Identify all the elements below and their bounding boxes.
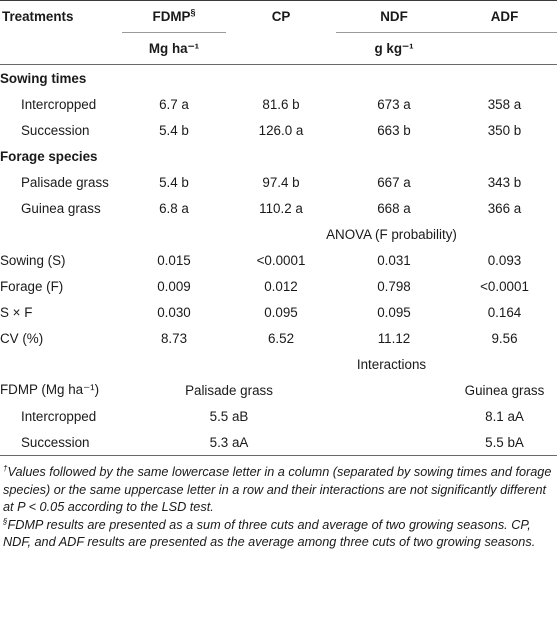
unit-fdmp: Mg ha⁻¹ bbox=[122, 32, 226, 65]
table-row: Intercropped 5.5 aB 8.1 aA bbox=[0, 403, 557, 429]
anova-title: ANOVA (F probability) bbox=[326, 226, 457, 242]
row-label: Succession bbox=[0, 429, 122, 456]
cell-fdmp: 6.7 a bbox=[159, 96, 189, 112]
row-label: CV (%) bbox=[0, 330, 44, 346]
cell-fdmp: 8.73 bbox=[160, 330, 188, 346]
table-row: S × F 0.030 0.095 0.095 0.164 bbox=[0, 299, 557, 325]
header-fdmp: FDMP§ bbox=[122, 0, 226, 33]
cell-ndf: 0.798 bbox=[377, 278, 411, 294]
row-label: Intercropped bbox=[21, 96, 97, 112]
footnotes: †Values followed by the same lowercase l… bbox=[0, 456, 557, 552]
interactions-label: FDMP (Mg ha⁻¹) bbox=[0, 382, 100, 397]
section-forage-species: Forage species bbox=[0, 148, 98, 164]
table-row: CV (%) 8.73 6.52 11.12 9.56 bbox=[0, 325, 557, 351]
cell-ndf: 668 a bbox=[377, 200, 411, 216]
table-row: Sowing (S) 0.015 <0.0001 0.031 0.093 bbox=[0, 247, 557, 273]
header-row: Treatments FDMP§ CP NDF ADF bbox=[0, 0, 557, 33]
section-row: Forage species bbox=[0, 143, 557, 169]
cell-cp: 6.52 bbox=[267, 330, 295, 346]
section-footnote-mark: § bbox=[190, 7, 196, 18]
cell-guinea: 8.1 aA bbox=[485, 408, 524, 424]
cell-adf: 350 b bbox=[487, 122, 522, 138]
table-row: Palisade grass 5.4 b 97.4 b 667 a 343 b bbox=[0, 169, 557, 195]
cell-fdmp: 5.4 b bbox=[159, 122, 189, 138]
cell-guinea: 5.5 bA bbox=[452, 429, 557, 456]
cell-adf: 0.093 bbox=[487, 252, 522, 268]
row-label: Palisade grass bbox=[21, 174, 109, 190]
row-label: Sowing (S) bbox=[0, 252, 66, 268]
cell-adf: 358 a bbox=[487, 96, 522, 112]
cell-fdmp: 0.030 bbox=[157, 304, 191, 320]
row-label: Forage (F) bbox=[0, 278, 64, 294]
cell-adf: <0.0001 bbox=[480, 278, 529, 294]
table-row: Forage (F) 0.009 0.012 0.798 <0.0001 bbox=[0, 273, 557, 299]
section-sowing-times: Sowing times bbox=[0, 64, 557, 91]
results-table: Treatments FDMP§ CP NDF ADF Mg ha⁻¹ g kg… bbox=[0, 0, 557, 456]
row-label: Guinea grass bbox=[21, 200, 101, 216]
footnote-dagger: †Values followed by the same lowercase l… bbox=[3, 463, 552, 514]
footnote-section: §FDMP results are presented as a sum of … bbox=[3, 516, 536, 549]
interactions-col-palisade: Palisade grass bbox=[185, 382, 273, 398]
cell-cp: 0.012 bbox=[264, 278, 298, 294]
cell-ndf: 667 a bbox=[377, 174, 411, 190]
cell-ndf: 0.031 bbox=[377, 252, 411, 268]
cell-cp: 126.0 a bbox=[258, 122, 304, 138]
row-label: Succession bbox=[21, 122, 90, 138]
cell-ndf: 673 a bbox=[377, 96, 411, 112]
cell-fdmp: 0.015 bbox=[157, 252, 191, 268]
cell-adf: 343 b bbox=[487, 174, 522, 190]
cell-fdmp: 0.009 bbox=[157, 278, 191, 294]
cell-cp: 81.6 b bbox=[262, 96, 300, 112]
cell-cp: 97.4 b bbox=[262, 174, 300, 190]
cell-fdmp: 6.8 a bbox=[159, 200, 189, 216]
header-adf: ADF bbox=[452, 0, 557, 33]
cell-ndf: 0.095 bbox=[377, 304, 411, 320]
cell-adf: 366 a bbox=[487, 200, 522, 216]
cell-cp: 0.095 bbox=[264, 304, 298, 320]
cell-palisade: 5.3 aA bbox=[122, 429, 336, 456]
anova-title-row: ANOVA (F probability) bbox=[0, 221, 557, 247]
row-label: Intercropped bbox=[21, 408, 97, 424]
row-label: S × F bbox=[0, 304, 33, 320]
unit-g-per-kg: g kg⁻¹ bbox=[336, 32, 452, 65]
section-row: Sowing times bbox=[0, 64, 557, 91]
cell-fdmp: 5.4 b bbox=[159, 174, 189, 190]
interactions-title-row: Interactions bbox=[0, 351, 557, 377]
header-ndf: NDF bbox=[336, 0, 452, 33]
header-treatments: Treatments bbox=[0, 0, 122, 33]
table-row: Guinea grass 6.8 a 110.2 a 668 a 366 a bbox=[0, 195, 557, 221]
interactions-title: Interactions bbox=[356, 356, 427, 372]
table-row: Intercropped 6.7 a 81.6 b 673 a 358 a bbox=[0, 91, 557, 117]
cell-cp: 110.2 a bbox=[259, 200, 303, 216]
cell-adf: 0.164 bbox=[487, 304, 522, 320]
table-row: Succession 5.4 b 126.0 a 663 b 350 b bbox=[0, 117, 557, 143]
cell-adf: 9.56 bbox=[491, 330, 518, 346]
cell-cp: <0.0001 bbox=[256, 252, 306, 268]
interactions-col-guinea: Guinea grass bbox=[464, 382, 545, 398]
cell-ndf: 11.12 bbox=[377, 330, 411, 346]
units-row: Mg ha⁻¹ g kg⁻¹ bbox=[0, 32, 557, 65]
interactions-header-row: FDMP (Mg ha⁻¹) Palisade grass Guinea gra… bbox=[0, 377, 557, 403]
cell-ndf: 663 b bbox=[377, 122, 411, 138]
header-cp: CP bbox=[226, 0, 336, 33]
cell-palisade: 5.5 aB bbox=[209, 408, 249, 424]
table-row: Succession 5.3 aA 5.5 bA bbox=[0, 429, 557, 456]
